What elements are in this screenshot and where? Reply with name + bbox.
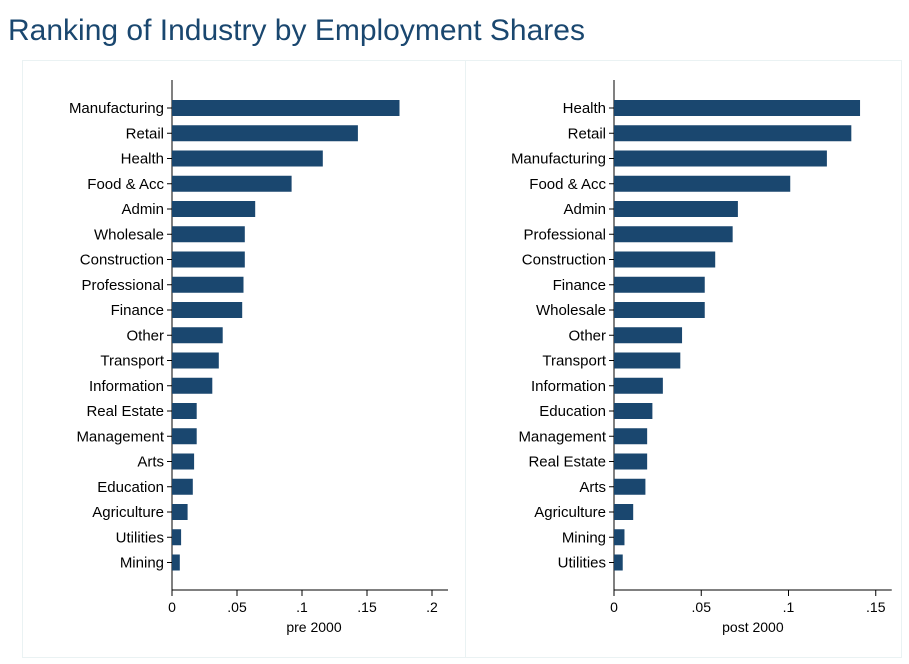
category-label: Other: [568, 327, 606, 344]
category-label: Management: [518, 428, 606, 445]
category-label: Agriculture: [92, 504, 164, 521]
bar: [172, 175, 292, 192]
chart-title: Ranking of Industry by Employment Shares: [8, 14, 585, 47]
category-label: Admin: [563, 201, 606, 218]
bar: [614, 150, 827, 167]
category-label: Mining: [120, 555, 164, 572]
x-tick-label: .05: [227, 599, 247, 615]
x-axis-title: pre 2000: [286, 619, 341, 635]
bar: [614, 478, 646, 495]
panel-separator: [465, 60, 466, 658]
bar: [614, 327, 683, 344]
category-label: Manufacturing: [511, 151, 606, 168]
bar: [172, 504, 188, 520]
category-label: Information: [531, 378, 606, 395]
bar: [614, 302, 705, 318]
bar: [172, 428, 197, 445]
bar: [172, 403, 197, 419]
x-tick-label: .05: [692, 599, 712, 615]
bar: [614, 352, 681, 369]
bar: [172, 302, 243, 318]
x-tick-label: 0: [610, 599, 618, 615]
category-label: Management: [76, 428, 164, 445]
category-label: Education: [97, 479, 164, 496]
category-label: Utilities: [116, 529, 164, 546]
x-axis-title: post 2000: [722, 619, 784, 635]
category-label: Manufacturing: [69, 100, 164, 117]
category-label: Real Estate: [86, 403, 164, 420]
bar: [172, 377, 213, 394]
bar: [172, 226, 245, 243]
category-label: Arts: [579, 479, 606, 496]
x-tick-label: .15: [357, 599, 377, 615]
bar: [172, 276, 244, 293]
category-label: Real Estate: [528, 454, 606, 471]
bar: [614, 453, 648, 470]
bar: [172, 100, 400, 116]
category-label: Transport: [100, 353, 164, 370]
bar: [172, 529, 182, 546]
bar: [172, 478, 193, 495]
bar: [614, 226, 733, 243]
category-label: Finance: [553, 277, 606, 294]
bar: [614, 276, 705, 293]
category-label: Finance: [111, 302, 164, 319]
bar: [172, 150, 323, 167]
panel-pre-2000: Manufacturing Retail Health Food & Acc Admin…: [69, 80, 448, 635]
bar: [614, 529, 625, 546]
panel-post-2000: Health Retail Manufacturing Food & Acc Admin…: [511, 80, 892, 635]
bar: [172, 251, 245, 268]
bar: [172, 201, 256, 217]
category-label: Food & Acc: [87, 176, 164, 193]
category-label: Wholesale: [94, 226, 164, 243]
bar: [172, 453, 195, 470]
category-label: Arts: [137, 454, 164, 471]
bar: [614, 403, 653, 419]
bar: [614, 201, 738, 217]
bar: [614, 554, 623, 571]
category-label: Information: [89, 378, 164, 395]
category-label: Agriculture: [534, 504, 606, 521]
category-label: Education: [539, 403, 606, 420]
bar: [172, 125, 358, 142]
bar: [614, 504, 634, 520]
bar: [614, 251, 716, 268]
bar: [614, 100, 861, 116]
category-label: Professional: [81, 277, 164, 294]
category-label: Mining: [562, 529, 606, 546]
x-tick-label: .1: [783, 599, 795, 615]
category-label: Food & Acc: [529, 176, 606, 193]
bar: [614, 428, 648, 445]
category-label: Health: [121, 151, 164, 168]
bar: [172, 352, 219, 369]
x-tick-label: .1: [296, 599, 308, 615]
bar: [172, 554, 180, 571]
category-label: Wholesale: [536, 302, 606, 319]
category-label: Retail: [568, 125, 606, 142]
x-tick-label: .2: [426, 599, 438, 615]
category-label: Construction: [522, 252, 606, 269]
x-tick-label: .15: [866, 599, 886, 615]
bar: [614, 175, 791, 192]
category-label: Retail: [126, 125, 164, 142]
bar: [614, 125, 852, 142]
x-tick-label: 0: [168, 599, 176, 615]
category-label: Utilities: [558, 555, 606, 572]
plot-area: [22, 60, 902, 658]
category-label: Health: [563, 100, 606, 117]
category-label: Construction: [80, 252, 164, 269]
category-label: Transport: [542, 353, 606, 370]
category-label: Professional: [523, 226, 606, 243]
category-label: Admin: [121, 201, 164, 218]
bar: [172, 327, 223, 344]
bar: [614, 377, 663, 394]
category-label: Other: [126, 327, 164, 344]
